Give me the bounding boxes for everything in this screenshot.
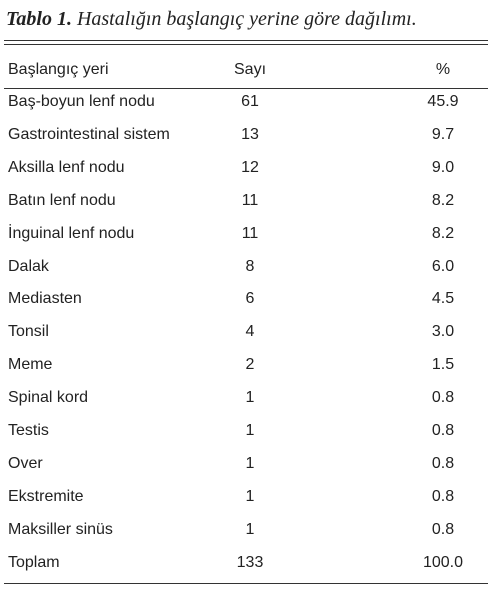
site-cell: Tonsil — [8, 323, 49, 341]
count-cell: 13 — [241, 125, 259, 143]
percent-cell: 1.5 — [431, 356, 455, 374]
percent-cell: 9.0 — [431, 158, 455, 176]
percent-cell: 0.8 — [431, 422, 455, 439]
count-cell: 1 — [245, 520, 255, 538]
count-cell: 11 — [241, 191, 259, 209]
count-cell: 1 — [245, 487, 255, 505]
site-cell: Toplam — [8, 553, 60, 571]
percent-cell: 0.8 — [431, 487, 455, 505]
site-cell: Gastrointestinal sistem — [8, 125, 170, 143]
percent-cell: 3.0 — [431, 323, 455, 341]
header-rule — [4, 88, 488, 89]
site-cell: Ekstremite — [8, 487, 84, 505]
percent-cell: 8.2 — [431, 224, 455, 242]
site-cell: Batın lenf nodu — [8, 191, 116, 209]
site-cell: Dalak — [8, 257, 49, 275]
percent-cell: 8.2 — [431, 191, 455, 209]
percent-cell: 100.0 — [422, 553, 464, 571]
count-cell: 11 — [241, 224, 259, 242]
count-cell: 2 — [245, 356, 255, 374]
count-cell: 1 — [245, 454, 255, 472]
percent-cell: 6.0 — [431, 257, 455, 275]
count-cell: 61 — [241, 93, 259, 110]
percent-cell: 4.5 — [431, 290, 455, 308]
percent-cell: 0.8 — [431, 520, 455, 538]
header-cell: Başlangıç yeri — [8, 61, 109, 78]
site-cell: Meme — [8, 356, 53, 374]
percent-cell: 9.7 — [431, 125, 455, 143]
site-cell: Baş-boyun lenf nodu — [8, 93, 155, 110]
site-cell: Mediasten — [8, 290, 82, 308]
site-cell: Testis — [8, 422, 49, 439]
count-cell: 1 — [245, 389, 255, 407]
header-cell: % — [435, 61, 451, 78]
count-cell: 6 — [245, 290, 255, 308]
header-cell: Sayı — [233, 61, 267, 78]
count-cell: 1 — [245, 422, 255, 439]
percent-cell: 45.9 — [427, 93, 459, 110]
site-cell: Spinal kord — [8, 389, 89, 407]
bottom-rule — [4, 583, 488, 584]
table-label: Tablo 1. — [6, 8, 72, 30]
percent-cell: 0.8 — [431, 454, 455, 472]
site-cell: Maksiller sinüs — [8, 520, 113, 538]
site-cell: İnguinal lenf nodu — [8, 224, 135, 242]
table-title: Tablo 1. Hastalığın başlangıç yerine gör… — [6, 8, 417, 31]
table-caption: Hastalığın başlangıç yerine göre dağılım… — [76, 8, 417, 30]
site-cell: Over — [8, 454, 43, 472]
count-cell: 12 — [241, 158, 259, 176]
top-rule — [4, 44, 488, 45]
site-cell: Aksilla lenf nodu — [8, 158, 125, 176]
count-cell: 133 — [236, 553, 264, 571]
count-cell: 4 — [245, 323, 255, 341]
top-rule — [4, 40, 488, 41]
count-cell: 8 — [245, 257, 255, 275]
percent-cell: 0.8 — [431, 389, 455, 407]
